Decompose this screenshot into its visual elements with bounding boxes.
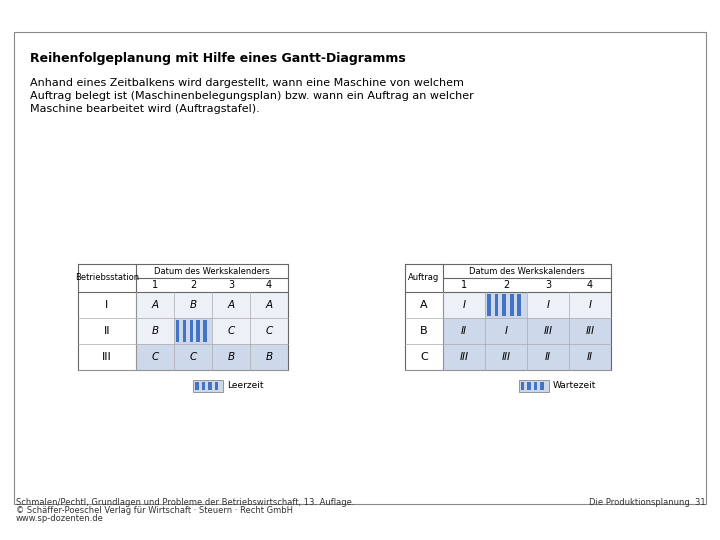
Text: www.sp-dozenten.de: www.sp-dozenten.de xyxy=(16,514,104,523)
Text: 4: 4 xyxy=(266,280,272,290)
Bar xyxy=(176,320,179,342)
Bar xyxy=(203,320,207,342)
Text: B: B xyxy=(151,326,158,336)
Bar xyxy=(487,294,491,316)
Text: I: I xyxy=(505,326,508,336)
Text: 3: 3 xyxy=(545,280,551,290)
Text: Auftrag: Auftrag xyxy=(408,273,440,282)
Text: 1: 1 xyxy=(461,280,467,290)
Text: III: III xyxy=(585,326,595,336)
Bar xyxy=(518,294,521,316)
Text: Anhand eines Zeitbalkens wird dargestellt, wann eine Maschine von welchem: Anhand eines Zeitbalkens wird dargestell… xyxy=(30,78,464,88)
Bar xyxy=(136,292,288,318)
Text: II: II xyxy=(104,326,110,336)
Bar xyxy=(518,380,549,392)
Text: A: A xyxy=(420,300,428,310)
Text: A: A xyxy=(151,300,158,310)
Text: B: B xyxy=(189,300,197,310)
Text: III: III xyxy=(102,352,112,362)
Text: I: I xyxy=(588,300,592,310)
Text: Wartezeit: Wartezeit xyxy=(553,381,596,390)
Bar xyxy=(502,294,506,316)
Bar xyxy=(136,344,288,370)
Bar xyxy=(215,382,218,390)
Bar xyxy=(540,382,544,390)
Bar xyxy=(195,382,199,390)
Bar xyxy=(495,294,498,316)
Text: Betriebsstation: Betriebsstation xyxy=(75,273,139,282)
Text: Datum des Werkskalenders: Datum des Werkskalenders xyxy=(469,267,585,275)
Bar xyxy=(521,382,524,390)
Text: Datum des Werkskalenders: Datum des Werkskalenders xyxy=(154,267,270,275)
Bar xyxy=(443,318,611,344)
Bar xyxy=(443,344,611,370)
Text: III: III xyxy=(544,326,552,336)
Text: Auftrag belegt ist (Maschinenbelegungsplan) bzw. wann ein Auftrag an welcher: Auftrag belegt ist (Maschinenbelegungspl… xyxy=(30,91,474,101)
Bar xyxy=(193,380,223,392)
Text: C: C xyxy=(266,326,273,336)
Text: C: C xyxy=(189,352,197,362)
Text: III: III xyxy=(459,352,469,362)
Bar xyxy=(443,292,611,318)
Text: B: B xyxy=(228,352,235,362)
Text: C: C xyxy=(151,352,158,362)
Bar xyxy=(183,320,186,342)
Text: II: II xyxy=(545,352,551,362)
Bar xyxy=(189,320,193,342)
Text: II: II xyxy=(587,352,593,362)
Text: Leerzeit: Leerzeit xyxy=(227,381,264,390)
Text: A: A xyxy=(228,300,235,310)
Bar xyxy=(136,318,288,344)
Text: B: B xyxy=(420,326,428,336)
Bar xyxy=(527,382,531,390)
Bar xyxy=(510,294,513,316)
Text: 3: 3 xyxy=(228,280,234,290)
Text: 1: 1 xyxy=(152,280,158,290)
Bar xyxy=(197,320,200,342)
Text: C: C xyxy=(420,352,428,362)
Text: II: II xyxy=(461,326,467,336)
Text: B: B xyxy=(266,352,273,362)
Text: Reihenfolgeplanung mit Hilfe eines Gantt-Diagramms: Reihenfolgeplanung mit Hilfe eines Gantt… xyxy=(30,52,406,65)
Text: 2: 2 xyxy=(190,280,196,290)
Text: C: C xyxy=(228,326,235,336)
Text: © Schäffer-Poeschel Verlag für Wirtschaft · Steuern · Recht GmbH: © Schäffer-Poeschel Verlag für Wirtschaf… xyxy=(16,506,293,515)
Bar xyxy=(202,382,205,390)
Text: I: I xyxy=(546,300,549,310)
Bar xyxy=(14,32,706,504)
Bar xyxy=(534,382,537,390)
Text: Maschine bearbeitet wird (Auftragstafel).: Maschine bearbeitet wird (Auftragstafel)… xyxy=(30,104,260,114)
Text: Die Produktionsplanung  31: Die Produktionsplanung 31 xyxy=(590,498,706,507)
Bar xyxy=(208,382,212,390)
Text: A: A xyxy=(266,300,273,310)
Bar xyxy=(174,318,212,344)
Text: 4: 4 xyxy=(587,280,593,290)
Text: I: I xyxy=(462,300,466,310)
Text: I: I xyxy=(105,300,109,310)
Bar xyxy=(485,292,527,318)
Text: Schmalen/Pechtl, Grundlagen und Probleme der Betriebswirtschaft, 13. Auflage.: Schmalen/Pechtl, Grundlagen und Probleme… xyxy=(16,498,354,507)
Text: III: III xyxy=(502,352,510,362)
Text: 2: 2 xyxy=(503,280,509,290)
